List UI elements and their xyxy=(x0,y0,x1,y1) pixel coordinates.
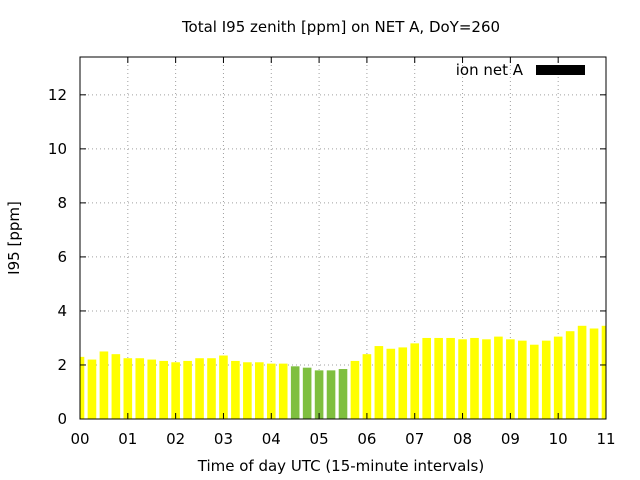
y-tick-label: 6 xyxy=(57,248,67,266)
x-axis-label: Time of day UTC (15-minute intervals) xyxy=(197,457,484,475)
bar xyxy=(123,358,133,419)
x-tick-label: 07 xyxy=(405,430,424,448)
bar xyxy=(314,370,324,419)
ticks xyxy=(79,57,607,420)
y-axis-label: I95 [ppm] xyxy=(5,201,23,275)
bar xyxy=(553,336,563,419)
plot-frame xyxy=(79,56,607,420)
bar xyxy=(183,360,192,419)
bar xyxy=(266,363,276,419)
bar xyxy=(506,339,515,419)
bar xyxy=(470,337,479,419)
y-tick-label: 10 xyxy=(48,140,67,158)
bar xyxy=(87,359,97,419)
bar xyxy=(255,362,264,419)
bar xyxy=(231,360,240,419)
y-tick-label: 8 xyxy=(57,194,67,212)
x-tick-label: 08 xyxy=(453,430,472,448)
bar xyxy=(80,356,85,419)
x-tick-label: 02 xyxy=(166,430,185,448)
x-tick-label: 05 xyxy=(310,430,329,448)
bar xyxy=(458,339,467,419)
legend: ion net A xyxy=(456,61,585,79)
bar xyxy=(482,339,491,419)
grid xyxy=(80,57,606,419)
x-tick-label: 01 xyxy=(118,430,137,448)
bar xyxy=(278,363,288,419)
bar xyxy=(159,360,168,419)
legend-label: ion net A xyxy=(456,61,524,79)
bar xyxy=(338,369,348,419)
bar xyxy=(99,351,109,419)
bar xyxy=(398,347,408,419)
bar xyxy=(494,336,503,419)
bar xyxy=(290,366,300,419)
x-tick-label: 06 xyxy=(357,430,376,448)
bar xyxy=(195,358,204,419)
bar xyxy=(111,354,121,419)
y-tick-label: 0 xyxy=(57,410,67,428)
bar xyxy=(422,337,431,419)
bar xyxy=(219,355,228,419)
bar xyxy=(518,340,527,419)
bar xyxy=(374,346,384,419)
x-tick-label: 04 xyxy=(262,430,281,448)
y-tick-label: 2 xyxy=(57,356,67,374)
bar xyxy=(529,344,539,419)
x-tick-label: 11 xyxy=(596,430,615,448)
bar xyxy=(589,328,599,419)
bar xyxy=(302,367,312,419)
bar xyxy=(326,370,336,419)
x-tick-label: 09 xyxy=(501,430,520,448)
chart-title: Total I95 zenith [ppm] on NET A, DoY=260 xyxy=(181,18,500,36)
bar xyxy=(243,362,252,419)
bar xyxy=(350,360,360,419)
bar xyxy=(171,362,180,419)
bars xyxy=(80,325,606,419)
x-tick-label: 03 xyxy=(214,430,233,448)
legend-swatch xyxy=(536,65,585,75)
bar xyxy=(147,359,157,419)
bar xyxy=(577,325,587,419)
bar xyxy=(386,348,396,419)
y-tick-label: 4 xyxy=(57,302,67,320)
bar xyxy=(601,325,606,419)
bar xyxy=(207,358,216,419)
y-tick-label: 12 xyxy=(48,86,67,104)
bar xyxy=(434,337,443,419)
bar xyxy=(565,331,575,419)
x-tick-label: 00 xyxy=(70,430,89,448)
bar xyxy=(446,337,455,419)
x-tick-label: 10 xyxy=(549,430,568,448)
bar xyxy=(135,358,145,419)
bar xyxy=(362,354,372,419)
bar xyxy=(410,343,420,419)
bar xyxy=(541,340,551,419)
